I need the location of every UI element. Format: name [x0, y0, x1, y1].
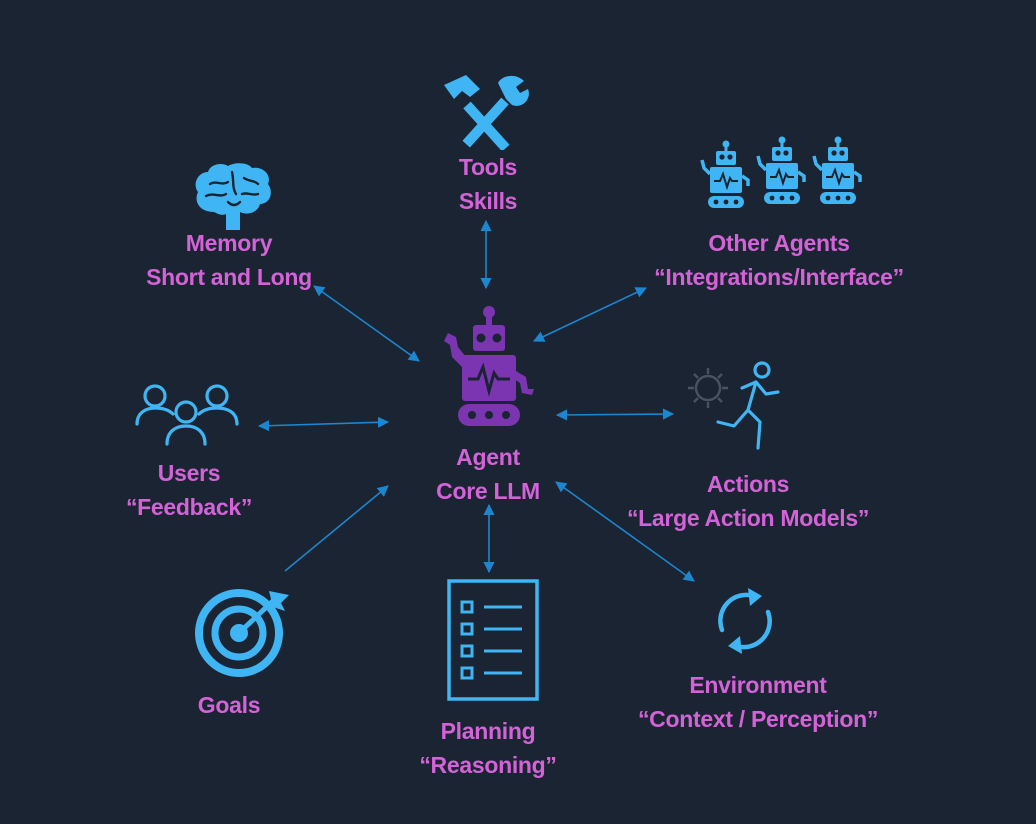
node-planning-subtitle: “Reasoning”: [419, 752, 557, 778]
arrow-users: [257, 416, 390, 432]
node-actions-title: Actions: [706, 471, 790, 497]
arrow-memory: [313, 285, 420, 362]
node-other-agents: Other Agents “Integrations/Interface”: [654, 226, 904, 294]
node-memory-subtitle: Short and Long: [146, 264, 312, 290]
node-environment-subtitle: “Context / Perception”: [637, 706, 879, 732]
running-gear-icon: [688, 361, 780, 450]
brain-icon: [195, 163, 271, 230]
node-memory: Memory Short and Long: [146, 226, 312, 294]
node-agent-core-title: Agent: [456, 444, 520, 470]
arrow-agents: [532, 287, 648, 342]
node-tools: Tools Skills: [458, 150, 518, 218]
node-planning-title: Planning: [440, 718, 536, 744]
node-environment-title: Environment: [689, 672, 827, 698]
arrow-environment: [555, 481, 695, 582]
node-memory-title: Memory: [185, 230, 273, 256]
robot-group-icon: [700, 136, 862, 208]
arrow-actions: [555, 408, 675, 421]
cycle-icon: [718, 588, 772, 654]
node-tools-title: Tools: [458, 154, 518, 180]
node-users: Users “Feedback”: [126, 456, 252, 524]
node-users-title: Users: [157, 460, 221, 486]
node-goals-title: Goals: [197, 692, 261, 718]
checklist-icon: [447, 579, 539, 701]
users-icon: [135, 384, 239, 446]
robot-icon: [444, 306, 534, 426]
node-environment: Environment “Context / Perception”: [638, 668, 878, 736]
node-other-agents-subtitle: “Integrations/Interface”: [654, 264, 904, 290]
node-users-subtitle: “Feedback”: [125, 494, 253, 520]
hammer-wrench-icon: [444, 75, 529, 150]
node-actions: Actions “Large Action Models”: [627, 467, 869, 535]
node-goals: Goals: [197, 688, 261, 722]
node-tools-subtitle: Skills: [458, 188, 518, 214]
node-agent-core-subtitle: Core LLM: [436, 478, 540, 504]
node-agent-core: Agent Core LLM: [436, 440, 540, 508]
arrow-goals: [284, 485, 389, 572]
node-other-agents-title: Other Agents: [708, 230, 850, 256]
node-actions-subtitle: “Large Action Models”: [626, 505, 870, 531]
node-planning: Planning “Reasoning”: [419, 714, 557, 782]
target-icon: [195, 589, 289, 677]
